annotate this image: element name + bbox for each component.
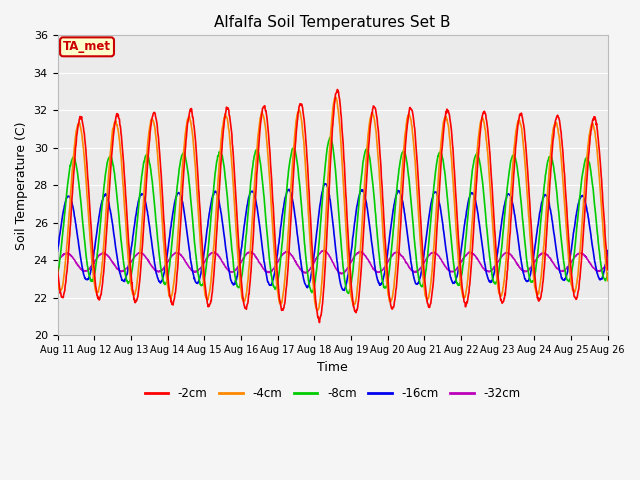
-8cm xyxy=(163,279,170,285)
-4cm xyxy=(491,249,499,255)
-8cm xyxy=(491,281,499,287)
-4cm xyxy=(176,201,184,206)
-2cm xyxy=(54,264,61,270)
-8cm xyxy=(540,194,547,200)
Line: -16cm: -16cm xyxy=(58,184,608,290)
-4cm xyxy=(332,94,339,100)
-32cm xyxy=(176,252,184,257)
-2cm xyxy=(176,231,184,237)
-32cm xyxy=(419,262,426,267)
Legend: -2cm, -4cm, -8cm, -16cm, -32cm: -2cm, -4cm, -8cm, -16cm, -32cm xyxy=(140,382,525,404)
-16cm xyxy=(604,248,612,253)
Line: -32cm: -32cm xyxy=(58,251,608,274)
-32cm xyxy=(338,271,346,276)
-2cm xyxy=(333,86,341,92)
-4cm xyxy=(314,307,322,313)
-16cm xyxy=(163,257,170,263)
-32cm xyxy=(319,248,327,253)
-8cm xyxy=(176,162,184,168)
-4cm xyxy=(237,289,245,295)
-2cm xyxy=(491,227,499,232)
Text: TA_met: TA_met xyxy=(63,40,111,53)
-32cm xyxy=(163,261,170,266)
-16cm xyxy=(237,245,245,251)
-2cm xyxy=(540,278,547,284)
-32cm xyxy=(604,259,612,265)
-16cm xyxy=(340,288,348,293)
Line: -4cm: -4cm xyxy=(58,97,608,310)
-16cm xyxy=(491,268,499,274)
-16cm xyxy=(176,191,184,197)
-8cm xyxy=(54,270,61,276)
-2cm xyxy=(316,320,323,325)
-32cm xyxy=(540,250,547,256)
-16cm xyxy=(321,181,328,187)
-4cm xyxy=(604,278,612,284)
-16cm xyxy=(419,261,426,266)
-4cm xyxy=(540,252,547,257)
-8cm xyxy=(604,270,612,276)
-2cm xyxy=(163,257,170,263)
-16cm xyxy=(54,248,61,253)
-2cm xyxy=(419,250,426,256)
Title: Alfalfa Soil Temperatures Set B: Alfalfa Soil Temperatures Set B xyxy=(214,15,451,30)
-32cm xyxy=(237,258,245,264)
-32cm xyxy=(491,264,499,270)
-2cm xyxy=(237,279,245,285)
-4cm xyxy=(54,279,61,285)
-32cm xyxy=(54,259,61,265)
-16cm xyxy=(540,195,547,201)
-8cm xyxy=(326,134,333,140)
-4cm xyxy=(163,274,170,279)
-8cm xyxy=(237,275,245,281)
-2cm xyxy=(604,267,612,273)
X-axis label: Time: Time xyxy=(317,360,348,373)
-8cm xyxy=(345,290,353,296)
-4cm xyxy=(419,271,426,276)
Line: -2cm: -2cm xyxy=(58,89,608,323)
-8cm xyxy=(419,283,426,289)
Line: -8cm: -8cm xyxy=(58,137,608,293)
Y-axis label: Soil Temperature (C): Soil Temperature (C) xyxy=(15,121,28,250)
